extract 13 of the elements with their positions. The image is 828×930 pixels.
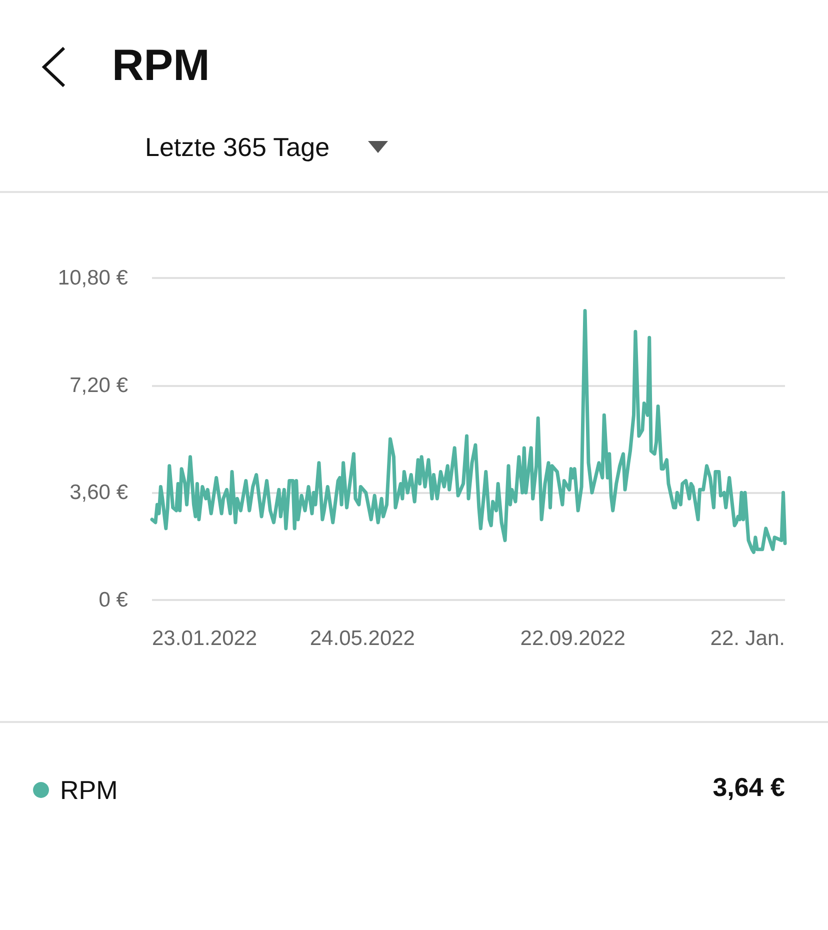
y-tick-label: 10,80 €	[58, 266, 128, 290]
line-series	[150, 309, 787, 554]
y-tick-label: 7,20 €	[70, 374, 128, 397]
chart-subtitle: Letzte 365 Tage	[145, 131, 330, 163]
x-tick-label: 22. Jan.	[710, 627, 785, 650]
chart-title: RPM	[112, 40, 210, 92]
text: 3,64 €	[712, 772, 786, 802]
y-tick-label: 0 €	[98, 588, 128, 612]
y-tick-label: 3,60 €	[70, 481, 128, 504]
x-tick-label: 23.01.2022	[152, 627, 258, 650]
x-tick-label: 24.05.2022	[310, 627, 415, 650]
legend-label: RPM	[60, 775, 118, 805]
x-tick-label: 22.09.2022	[520, 627, 626, 650]
